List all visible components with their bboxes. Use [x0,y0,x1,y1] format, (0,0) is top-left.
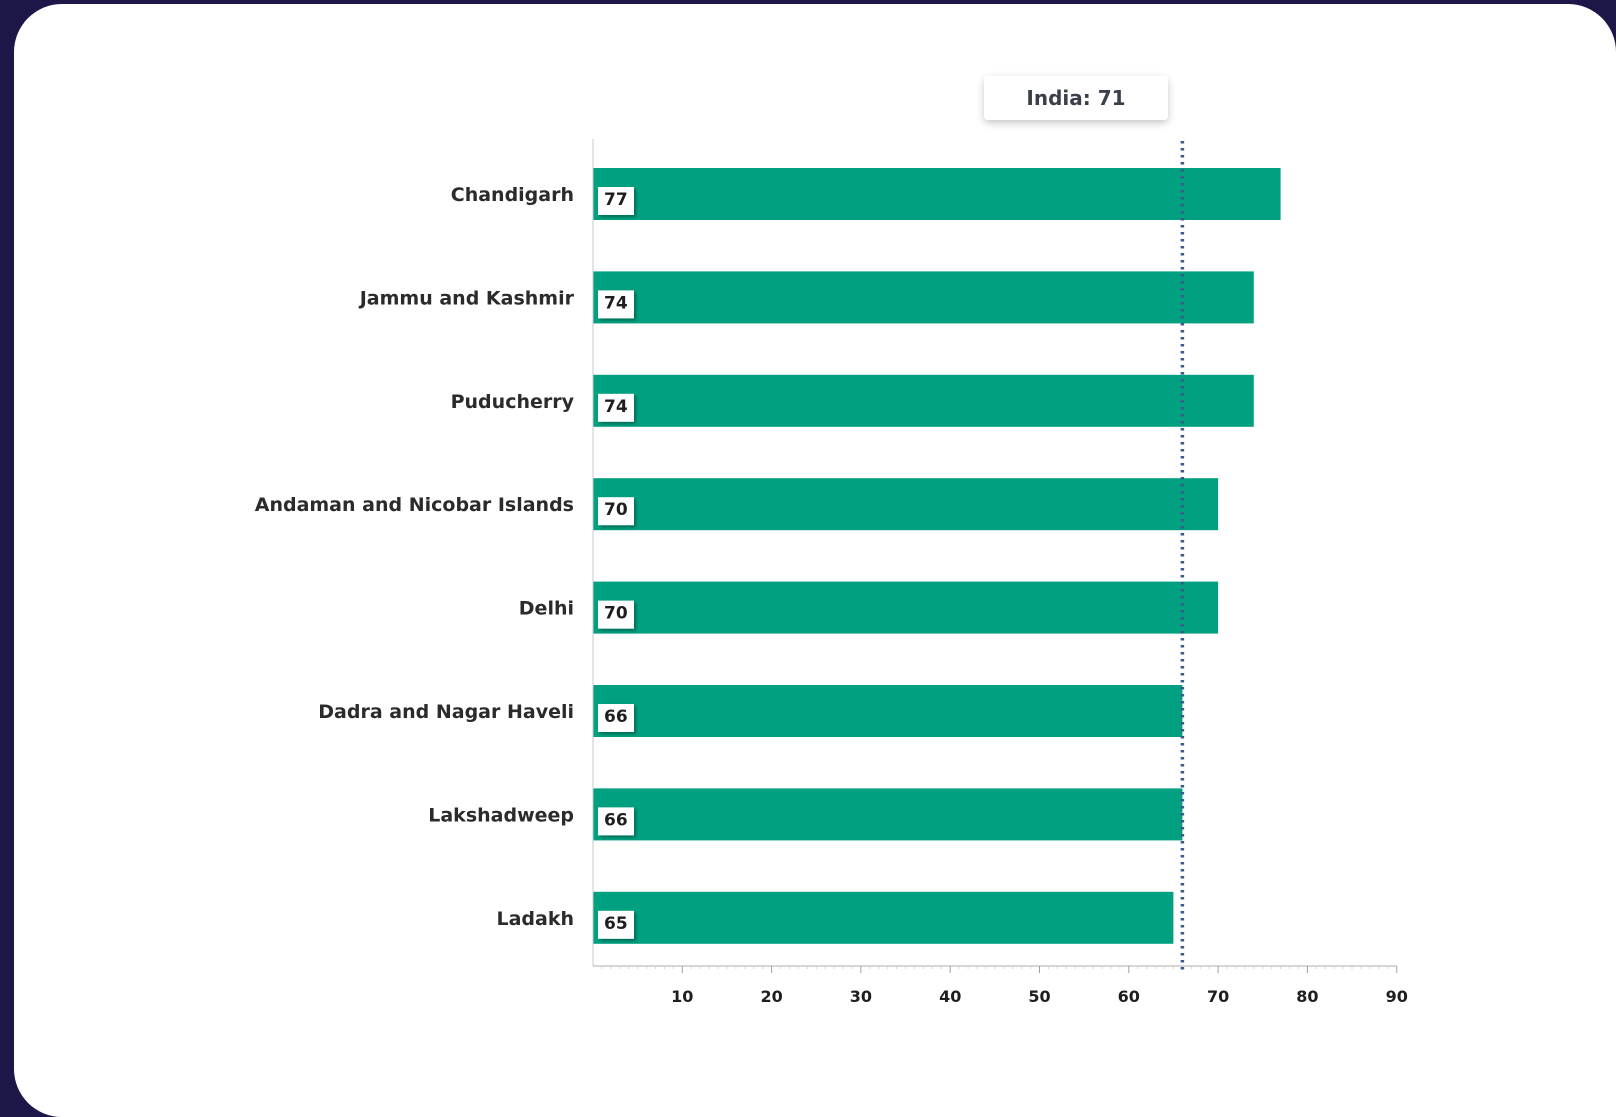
bar [593,685,1182,737]
data-label: 65 [604,914,628,934]
reference-label: India: 71 [1026,86,1125,110]
category-label: Lakshadweep [428,804,574,826]
category-label: Andaman and Nicobar Islands [255,494,574,516]
data-label: 70 [604,500,628,520]
bar [593,582,1218,634]
chart-card: Chandigarh 77 Jammu and Kashmir 74 Puducherr… [14,4,1616,1117]
x-axis: 10 20 30 40 50 60 70 80 90 [593,139,1408,1006]
category-label: Delhi [519,598,574,620]
data-label: 74 [604,397,628,417]
category-label: Puducherry [451,391,575,413]
x-tick-label: 80 [1296,987,1318,1006]
category-label: Ladakh [496,908,574,930]
data-label: 66 [604,810,628,830]
x-tick-label: 40 [939,987,961,1006]
data-label: 74 [604,293,628,313]
data-label: 66 [604,707,628,727]
x-tick-label: 20 [760,987,782,1006]
category-label: Jammu and Kashmir [358,287,575,309]
bar [593,271,1254,323]
bar [593,478,1218,530]
x-tick-label: 30 [850,987,872,1006]
bars-layer: Chandigarh 77 Jammu and Kashmir 74 Puducherr… [255,168,1281,944]
bar-chart: Chandigarh 77 Jammu and Kashmir 74 Puducherr… [14,4,1616,1117]
bar [593,375,1254,427]
bar [593,892,1173,944]
x-tick-label: 60 [1118,987,1140,1006]
x-tick-label: 50 [1028,987,1050,1006]
x-tick-label: 90 [1386,987,1408,1006]
bar [593,168,1281,220]
x-tick-label: 70 [1207,987,1229,1006]
x-tick-label: 10 [671,987,693,1006]
category-label: Dadra and Nagar Haveli [318,701,574,723]
bar [593,788,1182,840]
data-label: 70 [604,604,628,624]
category-label: Chandigarh [451,184,574,206]
data-label: 77 [604,190,628,210]
